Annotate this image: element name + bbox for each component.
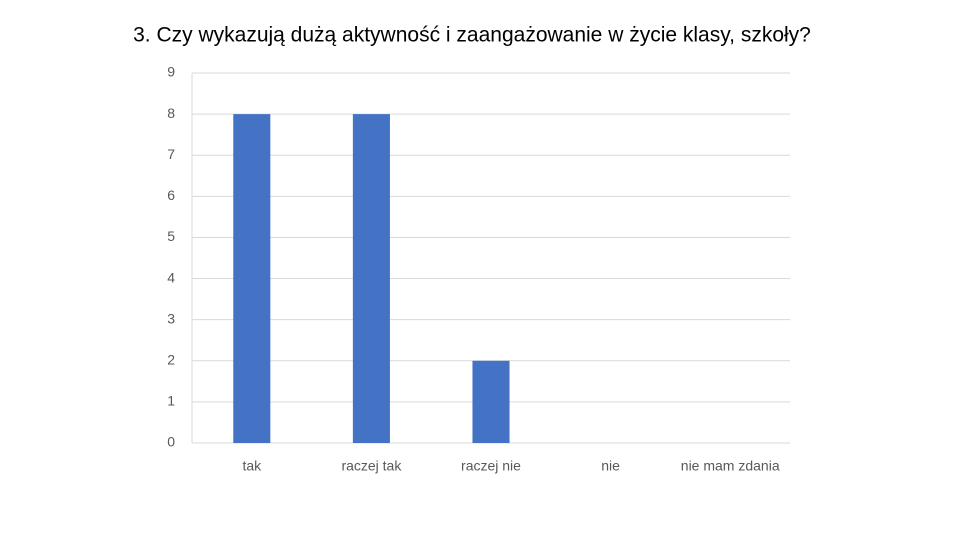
y-tick-label: 3 [167, 310, 175, 326]
x-tick-label: tak [242, 458, 262, 474]
bar [352, 114, 390, 443]
y-tick-label: 4 [167, 269, 175, 285]
y-tick-label: 5 [167, 228, 175, 244]
bar [472, 360, 510, 443]
y-tick-label: 9 [167, 64, 175, 80]
x-tick-label: nie mam zdania [681, 458, 780, 474]
y-tick-label: 8 [167, 105, 175, 121]
x-tick-label: raczej tak [341, 458, 402, 474]
y-tick-label: 6 [167, 187, 175, 203]
y-tick-label: 7 [167, 146, 175, 162]
bar [233, 114, 271, 443]
y-tick-label: 2 [167, 351, 175, 367]
y-tick-label: 1 [167, 393, 175, 409]
chart-title: 3. Czy wykazują dużą aktywność i zaangaż… [133, 24, 811, 47]
x-tick-label: raczej nie [461, 458, 521, 474]
x-tick-label: nie [601, 458, 620, 474]
y-tick-label: 0 [167, 434, 175, 450]
